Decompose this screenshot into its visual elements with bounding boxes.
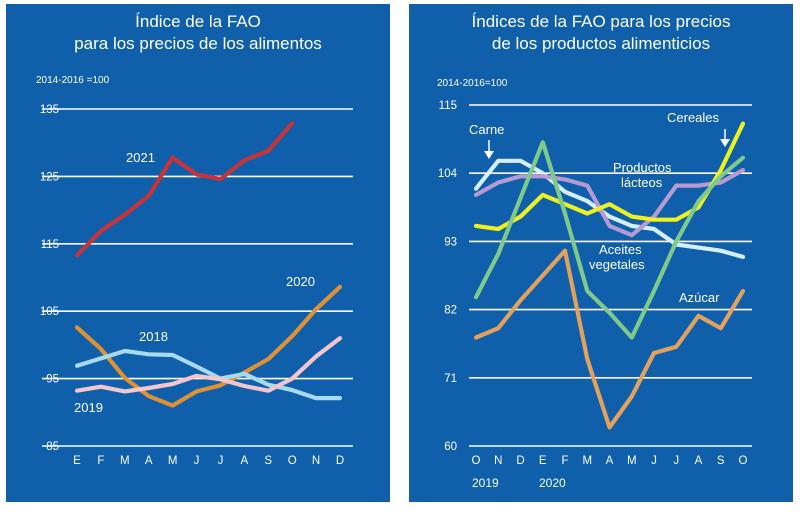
series-label-cereales: Cereales: [667, 110, 720, 125]
x-tick-label: N: [312, 455, 320, 467]
y-tick-label: 105: [40, 306, 59, 318]
cereales-arrow-head: [720, 139, 730, 147]
y-tick-label: 60: [444, 441, 457, 453]
series-line-cereales: [473, 121, 746, 232]
x-tick-label: M: [582, 455, 592, 467]
series-line-carne: [473, 158, 746, 259]
year-label-2019: 2019: [472, 476, 499, 490]
x-tick-label: D: [336, 455, 344, 467]
series-label-lacteos: lácteos: [621, 175, 663, 190]
x-tick-label: O: [739, 455, 748, 467]
x-tick-label: E: [539, 455, 547, 467]
x-tick-label: O: [472, 455, 481, 467]
y-tick-label: 104: [438, 168, 458, 180]
chart-title-line-1: Índices de la FAO para los precios: [471, 12, 731, 31]
x-tick-label: S: [264, 455, 272, 467]
series-line-2020: [74, 284, 343, 408]
y-tick-label: 135: [40, 104, 59, 116]
series-line-2018: [74, 348, 343, 401]
x-tick-label: M: [627, 455, 637, 467]
food-price-index-panel: Índice de la FAO para los precios de los…: [6, 4, 390, 502]
series-label-2018: 2018: [139, 329, 168, 344]
x-tick-label: F: [561, 455, 568, 467]
series-label-2021: 2021: [126, 150, 155, 165]
series-label-aceites: Aceites: [599, 242, 642, 257]
carne-arrow-head: [484, 151, 494, 159]
y-tick-label: 71: [444, 373, 457, 385]
series-label-azucar: Azúcar: [679, 290, 720, 305]
y-tick-label: 93: [444, 236, 457, 248]
year-label-2020: 2020: [539, 476, 566, 490]
series-line-productos-l-cteos: [473, 168, 746, 238]
x-tick-label: J: [651, 455, 657, 467]
series-line-az-car: [473, 248, 746, 430]
chart-title: Índices de la FAO para los precios de lo…: [409, 11, 793, 55]
x-tick-label: J: [673, 455, 679, 467]
series-line-aceites-vegetales: [473, 140, 746, 340]
commodity-price-indices-chart: 2014-2016=100 60 71 82 93 104 115 O N D E F M A M J J A S O…: [437, 78, 752, 490]
x-tick-label: A: [606, 455, 614, 467]
x-tick-label: M: [168, 455, 178, 467]
x-tick-label: M: [120, 455, 130, 467]
y-tick-label: 125: [40, 171, 59, 183]
series-label-productos: Productos: [613, 160, 672, 175]
x-tick-label: E: [73, 455, 81, 467]
x-tick-label: O: [288, 455, 297, 467]
y-tick-label: 85: [46, 441, 59, 453]
y-tick-label: 95: [46, 374, 59, 386]
base-index-note: 2014-2016=100: [437, 78, 508, 89]
chart-title-line-2: de los productos alimenticios: [491, 34, 711, 53]
x-tick-label: S: [717, 455, 725, 467]
series-label-2020: 2020: [286, 274, 315, 289]
x-tick-label: J: [218, 455, 224, 467]
commodity-price-indices-panel: Índices de la FAO para los precios de lo…: [409, 4, 793, 502]
x-tick-label: A: [145, 455, 153, 467]
y-tick-label: 82: [444, 305, 457, 317]
y-tick-label: 115: [41, 239, 59, 251]
chart-title-line-1: Índice de la FAO: [135, 12, 261, 31]
y-tick-label: 115: [439, 100, 457, 112]
x-tick-label: F: [97, 455, 104, 467]
series-label-vegetales: vegetales: [589, 257, 645, 272]
series-label-carne: Carne: [469, 122, 504, 137]
x-tick-label: N: [494, 455, 502, 467]
series-line-2021: [74, 121, 295, 258]
chart-title: Índice de la FAO para los precios de los…: [6, 11, 390, 55]
series-label-2019: 2019: [74, 400, 103, 415]
food-price-index-chart: 2014-2016 =100 85 95 105 115 125 135 E F M A M J J A S O…: [36, 75, 353, 467]
x-tick-label: A: [241, 455, 249, 467]
base-index-note: 2014-2016 =100: [36, 75, 110, 86]
chart-title-line-2: para los precios de los alimentos: [74, 34, 322, 53]
x-tick-label: A: [695, 455, 703, 467]
x-tick-label: J: [194, 455, 200, 467]
x-tick-label: D: [516, 455, 524, 467]
series-line-2019: [74, 336, 343, 394]
